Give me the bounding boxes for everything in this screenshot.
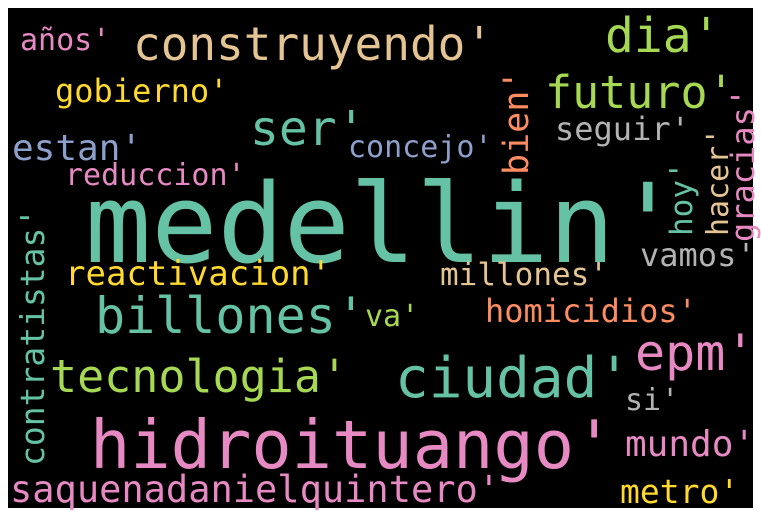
word: reduccion'	[65, 158, 246, 193]
word: gobierno'	[55, 72, 228, 110]
word: gracias'	[724, 88, 761, 242]
word: va'	[365, 299, 419, 334]
word: millones'	[440, 257, 608, 293]
background	[8, 8, 753, 508]
word: homicidios'	[485, 292, 697, 330]
word: hacer'	[701, 128, 736, 236]
word: epm'	[635, 324, 755, 382]
word: reactivacion'	[65, 254, 331, 294]
word: hidroituango'	[90, 406, 614, 484]
word: tecnologia'	[50, 350, 348, 403]
word: billones'	[95, 287, 366, 345]
word: seguir'	[555, 110, 690, 148]
word: ciudad'	[395, 346, 631, 411]
word: futuro'	[545, 66, 735, 119]
word: construyendo'	[133, 17, 493, 71]
word: años'	[20, 23, 110, 58]
word: hoy'	[664, 161, 700, 236]
word: concejo'	[348, 130, 493, 165]
word: ser'	[250, 101, 366, 157]
word: metro'	[620, 472, 739, 511]
word: medellin'	[85, 160, 681, 288]
word: estan'	[12, 128, 142, 169]
word: si'	[625, 383, 679, 418]
word: contratistas'	[13, 208, 52, 466]
word: bien'	[497, 70, 537, 175]
word: saquenadanielquintero'	[10, 468, 500, 511]
word: mundo'	[625, 424, 755, 465]
word: dia'	[605, 8, 721, 64]
word: vamos'	[640, 236, 756, 274]
